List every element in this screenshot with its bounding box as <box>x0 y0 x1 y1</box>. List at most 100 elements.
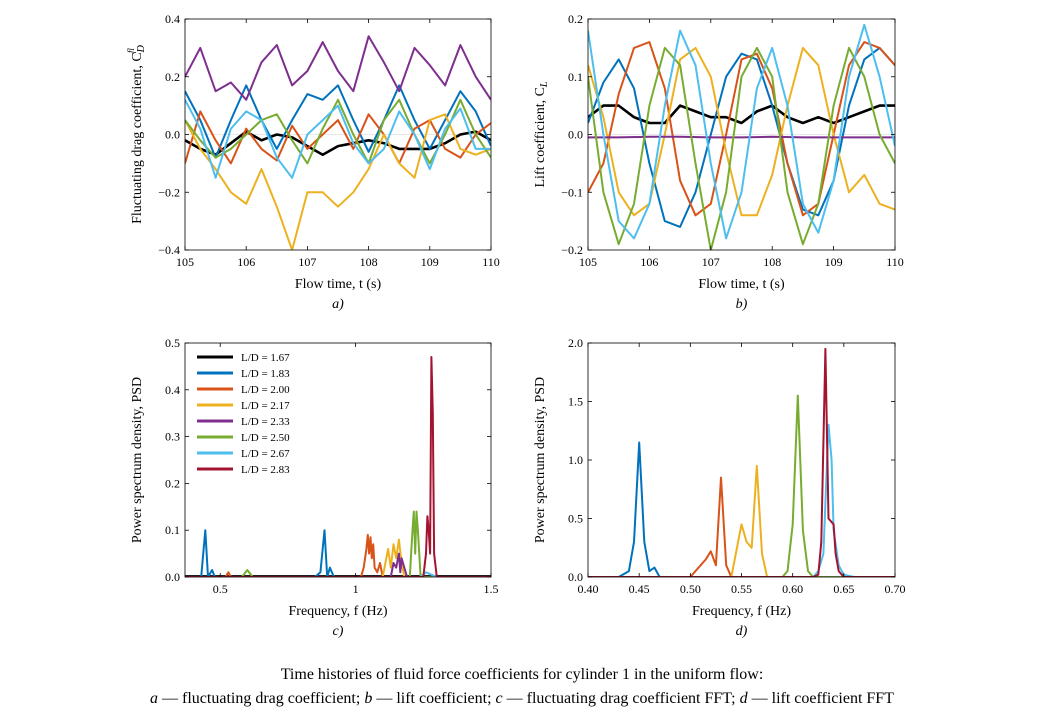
series-line-a-1 <box>185 84 491 159</box>
series-group-d <box>588 347 895 577</box>
x-tick-label-b-5: 110 <box>886 255 904 269</box>
legend-label-2: L/D = 2.00 <box>241 384 290 396</box>
series-line-d-7 <box>588 347 895 577</box>
y-axis-label-subscript-a: D <box>136 44 147 53</box>
x-tick-label-b-4: 109 <box>825 255 843 269</box>
series-line-c-5 <box>185 510 491 577</box>
y-tick-label-b-1: −0.1 <box>561 185 583 199</box>
x-tick-label-a-5: 110 <box>482 255 500 269</box>
y-axis-label-a: Fluctuating drag coefficient, CDfl <box>126 44 147 224</box>
series-line-d-5 <box>588 394 895 577</box>
series-line-c-6 <box>185 571 491 577</box>
caption-letter-a: a <box>150 690 159 707</box>
y-axis-label-text-c: Power spectrum density, PSD <box>130 377 145 543</box>
figure-caption-line-2: a — fluctuating drag coefficient; b — li… <box>0 690 1044 708</box>
series-line-d-6 <box>588 423 895 577</box>
x-tick-label-a-0: 105 <box>176 255 194 269</box>
caption-text-b: — lift coefficient; <box>372 690 496 707</box>
y-tick-label-c-1: 0.1 <box>165 523 180 537</box>
panel-label-b: b) <box>736 297 748 312</box>
y-tick-label-d-0: 0.0 <box>568 570 583 584</box>
series-line-d-3 <box>588 464 895 577</box>
series-line-b-1 <box>588 46 895 228</box>
panel-b: 105 106 107 108 109 110 −0.2 −0.1 0.0 0.1 0.2 Flow … <box>533 12 904 312</box>
x-tick-label-b-0: 105 <box>579 255 597 269</box>
x-tick-label-a-2: 107 <box>298 255 316 269</box>
legend-label-6: L/D = 2.67 <box>241 448 290 460</box>
y-tick-label-d-4: 2.0 <box>568 336 583 350</box>
x-tick-label-b-3: 108 <box>763 255 781 269</box>
caption-text-a: — fluctuating drag coefficient; <box>158 690 365 707</box>
x-tick-label-b-2: 107 <box>702 255 720 269</box>
y-tick-label-a-3: 0.2 <box>165 70 180 84</box>
y-axis-label-d: Power spectrum density, PSD <box>533 377 548 543</box>
series-line-c-2 <box>185 533 491 577</box>
panel-label-d: d) <box>736 624 748 639</box>
axes-box-c <box>184 342 492 578</box>
y-tick-label-c-2: 0.2 <box>165 476 180 490</box>
x-tick-label-a-3: 108 <box>360 255 378 269</box>
x-tick-label-d-3: 0.55 <box>731 582 752 596</box>
x-tick-label-d-0: 0.40 <box>578 582 599 596</box>
y-axis-label-text-a: Fluctuating drag coefficient, C <box>130 52 145 224</box>
legend-label-1: L/D = 1.83 <box>241 368 290 380</box>
y-tick-label-b-4: 0.2 <box>568 12 583 26</box>
y-tick-label-d-2: 1.0 <box>568 453 583 467</box>
figure-caption-line-1: Time histories of fluid force coefficien… <box>280 666 764 683</box>
caption-letter-d: d <box>739 690 748 707</box>
caption-letter-b: b <box>364 690 373 707</box>
legend-label-5: L/D = 2.50 <box>241 432 290 444</box>
y-axis-label-text-b: Lift coefficient, C <box>533 87 548 187</box>
y-tick-label-d-1: 0.5 <box>568 512 583 526</box>
y-tick-label-a-4: 0.4 <box>165 12 180 26</box>
y-tick-label-c-4: 0.4 <box>165 383 180 397</box>
x-tick-label-a-4: 109 <box>421 255 439 269</box>
x-tick-label-c-2: 1.5 <box>484 582 499 596</box>
series-line-b-2 <box>588 41 895 217</box>
series-line-a-4 <box>185 35 491 101</box>
y-tick-label-c-3: 0.3 <box>165 430 180 444</box>
caption-text-d: — lift coefficient FFT <box>747 690 894 707</box>
x-tick-label-a-1: 106 <box>237 255 255 269</box>
series-line-a-3 <box>185 113 491 250</box>
series-line-a-2 <box>185 110 491 165</box>
series-line-a-6 <box>185 99 491 179</box>
series-line-d-2 <box>588 476 895 577</box>
panel-c: 0.5 1 1.5 0.0 0.1 0.2 0.3 0.4 0.5 Frequency, f (H… <box>130 336 499 639</box>
y-tick-label-c-0: 0.0 <box>165 570 180 584</box>
series-line-b-6 <box>588 23 895 240</box>
x-tick-label-b-1: 106 <box>640 255 658 269</box>
series-line-b-3 <box>588 46 895 217</box>
caption-text-c: — fluctuating drag coefficient FFT; <box>502 690 740 707</box>
series-line-b-0 <box>588 104 895 125</box>
x-tick-label-d-2: 0.50 <box>680 582 701 596</box>
series-line-c-4 <box>185 552 491 577</box>
legend-label-4: L/D = 2.33 <box>241 416 290 428</box>
y-tick-label-b-3: 0.1 <box>568 70 583 84</box>
x-tick-label-c-1: 1 <box>353 582 359 596</box>
legend-label-3: L/D = 2.17 <box>241 400 290 412</box>
caption-letter-c: c <box>495 690 503 707</box>
x-tick-label-d-4: 0.60 <box>782 582 803 596</box>
series-line-c-3 <box>185 538 491 577</box>
series-group-c <box>185 356 491 577</box>
y-axis-label-text-d: Power spectrum density, PSD <box>533 377 548 543</box>
y-tick-label-d-3: 1.5 <box>568 395 583 409</box>
x-tick-label-d-6: 0.70 <box>885 582 906 596</box>
y-tick-label-c-5: 0.5 <box>165 336 180 350</box>
panel-d: 0.40 0.45 0.50 0.55 0.60 0.65 0.70 0.0 0.5 1.0 1.5… <box>533 336 906 639</box>
y-tick-label-b-2: 0.0 <box>568 128 583 142</box>
y-tick-label-b-0: −0.2 <box>561 243 583 257</box>
legend-label-7: L/D = 2.83 <box>241 464 290 476</box>
panel-a: 105 106 107 108 109 110 −0.4 −0.2 0.0 0.2 0.4 Flow … <box>126 12 500 312</box>
x-tick-label-c-0: 0.5 <box>213 582 228 596</box>
series-group-b <box>588 23 895 250</box>
x-tick-label-d-5: 0.65 <box>833 582 854 596</box>
x-axis-label-d: Frequency, f (Hz) <box>692 604 791 619</box>
y-axis-label-subscript-b: L <box>539 81 550 88</box>
series-line-b-4 <box>588 135 895 139</box>
y-axis-label-superscript-a: fl <box>126 48 136 54</box>
series-line-d-1 <box>588 441 895 577</box>
x-axis-label-c: Frequency, f (Hz) <box>289 604 388 619</box>
